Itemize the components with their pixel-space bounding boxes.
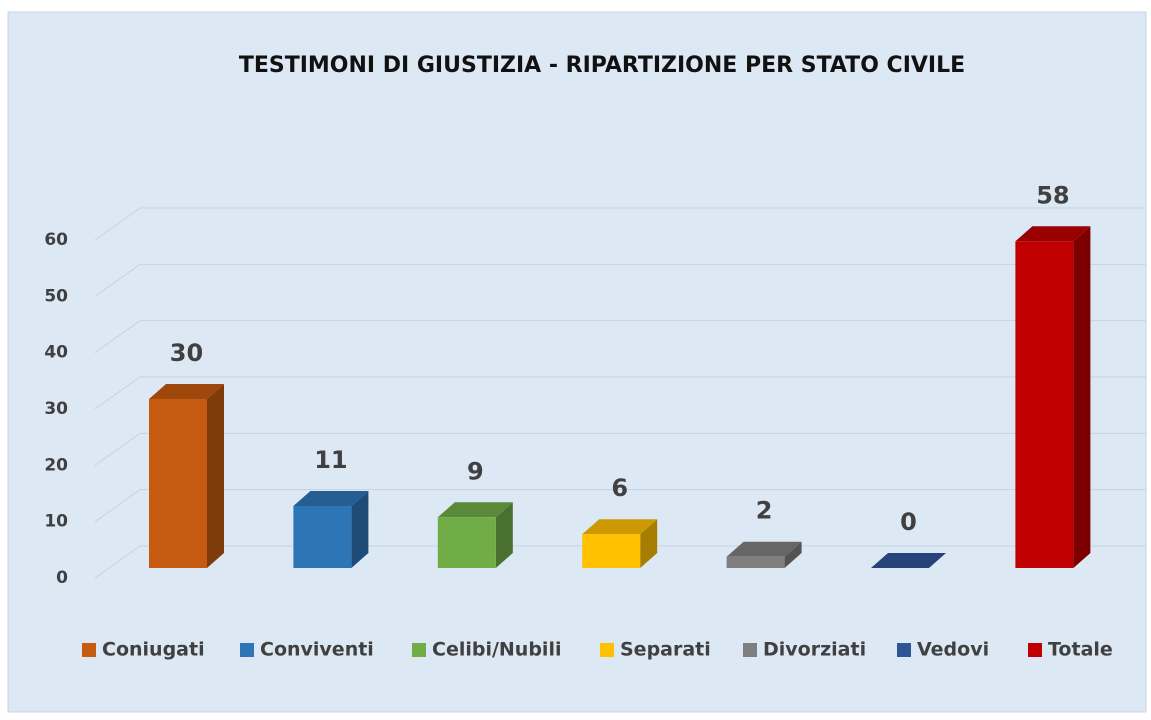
bar: [1015, 226, 1091, 568]
bar-side: [495, 502, 513, 568]
bar-top: [1015, 226, 1091, 242]
bar-front: [149, 399, 207, 568]
legend-label: Divorziati: [763, 639, 866, 661]
chart-area: [7, 11, 1147, 713]
bar: [149, 384, 224, 568]
grid-line: [94, 207, 1146, 241]
data-label: 58: [1036, 181, 1069, 209]
grid-line: [94, 489, 1146, 523]
legend-label: Conviventi: [260, 639, 374, 661]
legend-swatch: [240, 643, 254, 657]
legend-label: Celibi/Nubili: [432, 639, 561, 661]
bar: [871, 553, 946, 568]
grid-line: [94, 376, 1146, 410]
bar-side: [640, 519, 658, 568]
bar-side: [1073, 226, 1091, 568]
y-tick-label: 30: [44, 399, 68, 419]
bar-front: [293, 506, 352, 568]
legend-swatch: [1028, 643, 1042, 657]
legend-label: Totale: [1048, 639, 1113, 661]
y-tick-label: 20: [44, 455, 68, 475]
data-label: 2: [756, 497, 773, 525]
bar-side: [207, 384, 224, 568]
bar-side: [784, 541, 802, 568]
legend-swatch: [743, 643, 757, 657]
y-tick-label: 50: [44, 286, 68, 306]
bar: [293, 491, 369, 568]
bar-top: [437, 502, 513, 518]
bar-front: [437, 517, 496, 568]
bar-front: [726, 556, 785, 568]
grid-line: [94, 263, 1146, 297]
data-label: 30: [170, 339, 203, 367]
bar: [437, 502, 513, 568]
data-label: 9: [467, 457, 484, 485]
bar: [726, 541, 802, 568]
data-label: 11: [314, 446, 347, 474]
grid-line: [94, 545, 1146, 579]
bar-top: [726, 541, 802, 557]
bar-top: [293, 491, 369, 507]
bar-top: [582, 519, 658, 535]
legend-swatch: [897, 643, 911, 657]
bar-front: [582, 534, 641, 568]
bar-front: [1015, 241, 1074, 568]
grid-line: [94, 320, 1146, 354]
y-tick-label: 10: [44, 512, 68, 532]
y-tick-label: 60: [44, 230, 68, 250]
bar-top: [149, 384, 224, 399]
chart-title: TESTIMONI DI GIUSTIZIA - RIPARTIZIONE PE…: [239, 53, 965, 78]
legend-label: Coniugati: [102, 639, 205, 661]
bar: [582, 519, 658, 568]
legend-swatch: [600, 643, 614, 657]
data-label: 0: [900, 508, 917, 536]
legend-label: Separati: [620, 639, 711, 661]
legend-label: Vedovi: [917, 639, 989, 661]
data-label: 6: [611, 474, 628, 502]
legend-swatch: [82, 643, 96, 657]
bar-top: [871, 553, 946, 568]
y-tick-label: 40: [44, 343, 68, 363]
legend-swatch: [412, 643, 426, 657]
grid-line: [94, 432, 1146, 466]
bar-side: [351, 491, 369, 568]
y-tick-label: 0: [56, 568, 68, 588]
